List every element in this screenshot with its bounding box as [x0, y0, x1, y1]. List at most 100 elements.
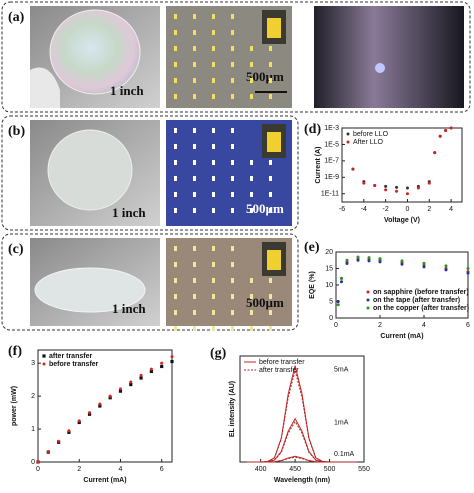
y-axis-label: power (mW)	[11, 386, 18, 426]
x-axis-label: Wavelength (nm)	[274, 477, 330, 484]
micro-led	[212, 94, 215, 99]
frame-b	[1, 115, 299, 231]
point	[405, 186, 409, 190]
micro-led	[269, 294, 272, 299]
micro-led	[250, 94, 253, 99]
point	[345, 262, 349, 266]
point	[129, 382, 133, 387]
glove	[30, 67, 60, 108]
point	[160, 364, 164, 369]
micro-led	[231, 94, 234, 99]
micro-led	[174, 294, 177, 299]
micro-led	[231, 30, 234, 35]
panel-label: (f)	[8, 344, 22, 359]
point	[444, 128, 448, 132]
legend-text: before transfer	[49, 361, 99, 368]
point	[378, 260, 382, 264]
micro-led	[269, 208, 272, 213]
spectrum	[246, 370, 358, 463]
point	[373, 184, 377, 188]
legend-text: on sapphire (before transfer)	[373, 289, 469, 296]
scale-text: 500µm	[246, 295, 284, 310]
legend-text: before transfer	[259, 359, 305, 366]
micro-led	[231, 294, 234, 299]
emission	[375, 63, 385, 73]
micro-led	[193, 62, 196, 67]
point	[405, 192, 409, 196]
micro-led	[212, 208, 215, 213]
micro-led	[174, 176, 177, 181]
point	[36, 460, 40, 464]
y-tick-label: 10	[325, 282, 333, 289]
micro-led	[231, 278, 234, 283]
micro-led	[212, 310, 215, 315]
micro-led	[231, 310, 234, 315]
point	[108, 394, 112, 398]
frame-a	[1, 1, 471, 113]
micro-led	[193, 14, 196, 19]
legend-text: before LLO	[353, 131, 389, 138]
point	[340, 276, 343, 280]
point	[149, 369, 153, 374]
x-axis-label: Current (mA)	[83, 477, 126, 484]
legend-marker	[366, 298, 370, 302]
y-tick-label: 1E-11	[321, 191, 339, 198]
micro-led	[193, 144, 196, 149]
micro-led	[231, 160, 234, 165]
point	[88, 411, 92, 415]
micro-led	[250, 294, 253, 299]
panel-label: (a)	[8, 10, 25, 25]
film	[34, 267, 146, 313]
y-tick-label: 5	[329, 298, 333, 305]
micro-led	[174, 278, 177, 283]
x-tick-label: 0	[406, 206, 410, 213]
point	[422, 265, 426, 269]
micro-led	[193, 278, 196, 283]
micro-led	[174, 144, 177, 149]
y-axis-label: EL intensity (AU)	[229, 381, 236, 437]
plot-frame	[37, 349, 173, 463]
micro-led	[212, 294, 215, 299]
micro-led	[193, 46, 196, 51]
point	[351, 167, 355, 171]
x-tick-label: 550	[358, 466, 370, 473]
micro-led	[212, 278, 215, 283]
x-tick-label: 400	[255, 466, 267, 473]
micro-led	[212, 144, 215, 149]
micro-led	[174, 326, 177, 331]
micro-led	[212, 160, 215, 165]
x-axis-label: Current (mA)	[380, 333, 423, 340]
y-tick-label: 1E-3	[324, 125, 339, 132]
micro-led	[212, 176, 215, 181]
legend-text: after transfer	[259, 367, 299, 374]
micro-led	[212, 262, 215, 267]
x-tick-label: 4	[422, 322, 426, 329]
micro-led	[250, 78, 253, 83]
plot-frame	[239, 355, 365, 463]
point	[149, 367, 153, 371]
y-axis-label: EQE (%)	[309, 271, 316, 299]
point	[433, 151, 437, 155]
micro-led	[174, 62, 177, 67]
x-tick-label: 4	[449, 206, 453, 213]
micro-led	[250, 176, 253, 181]
x-tick-label: 0	[36, 466, 40, 473]
point	[384, 184, 388, 188]
micro-led	[250, 62, 253, 67]
photo-setup	[314, 6, 464, 108]
micro-led	[250, 310, 253, 315]
point	[98, 404, 102, 408]
point	[139, 373, 143, 377]
point	[395, 185, 399, 189]
x-tick-label: 500	[324, 466, 336, 473]
micro-led	[250, 326, 253, 331]
micro-led	[231, 78, 234, 83]
chip	[267, 250, 281, 270]
micro-led	[174, 310, 177, 315]
micro-led	[269, 326, 272, 331]
micro-led	[231, 208, 234, 213]
panel-label: (d)	[304, 122, 321, 137]
micro-led	[269, 278, 272, 283]
micro-led	[193, 246, 196, 251]
